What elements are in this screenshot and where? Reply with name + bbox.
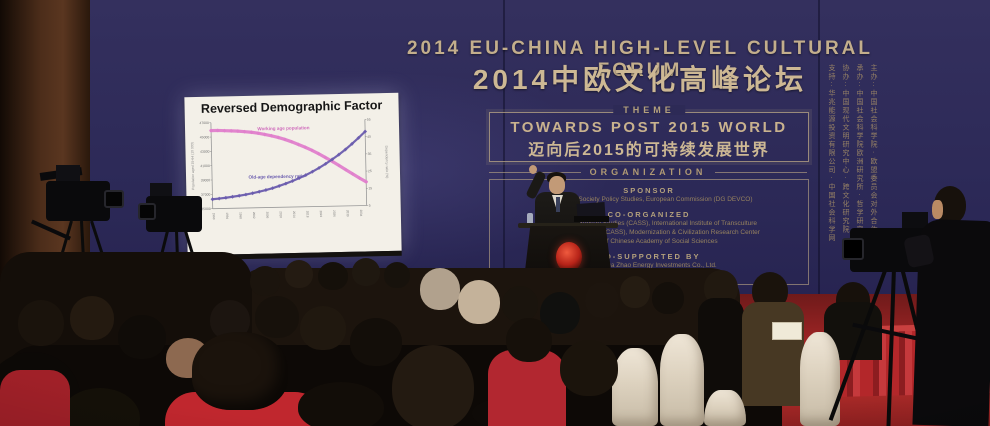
svg-text:1998: 1998 <box>239 212 243 219</box>
svg-text:2034: 2034 <box>359 210 363 217</box>
svg-text:35000: 35000 <box>201 207 211 211</box>
svg-text:39000: 39000 <box>201 178 211 182</box>
podium-top <box>518 223 618 228</box>
svg-text:Working age population: Working age population <box>257 125 310 131</box>
water-bottle <box>527 213 533 228</box>
sponsor-line: Service for Society Policy Studies, Euro… <box>545 196 753 203</box>
svg-text:41000: 41000 <box>200 164 210 168</box>
co-organized-label: CO-ORGANIZED <box>607 210 691 220</box>
audience-head <box>300 306 346 350</box>
svg-text:2006: 2006 <box>265 212 269 219</box>
vertical-credit-line: 协办:中国现代文明研究中心·跨文化研究院 <box>842 64 849 234</box>
theme-label: THEME <box>613 105 685 115</box>
audience-head <box>350 318 402 366</box>
audience-head <box>384 262 410 288</box>
audience-head <box>585 282 619 318</box>
audience-head <box>118 315 166 359</box>
backdrop-seam <box>818 0 820 335</box>
svg-text:45000: 45000 <box>200 135 210 139</box>
audience-head <box>620 276 650 308</box>
svg-text:37000: 37000 <box>201 193 211 197</box>
audience-head-foreground <box>298 382 384 426</box>
svg-text:Dependency ratio (%): Dependency ratio (%) <box>384 146 389 179</box>
co-supported-label: CO-SUPPORTED BY <box>597 252 701 262</box>
audience-head <box>352 258 380 286</box>
svg-text:5: 5 <box>369 204 371 208</box>
svg-text:45: 45 <box>367 135 371 139</box>
speaker-tie <box>556 197 560 212</box>
speaker-hand <box>529 165 537 174</box>
svg-text:Reversed Demographic Factor: Reversed Demographic Factor <box>201 98 383 116</box>
red-sweater-audience-body <box>488 350 566 426</box>
audience-head <box>285 260 313 288</box>
audience-body <box>698 298 744 398</box>
theme-panel: THEME TOWARDS POST 2015 WORLD 迈向后2015的可持… <box>489 105 809 162</box>
svg-text:1994: 1994 <box>225 212 229 219</box>
audience-head <box>652 282 684 314</box>
theme-line-en: TOWARDS POST 2015 WORLD <box>510 119 788 136</box>
projection-screen: Reversed Demographic Factor 35000 37000 390… <box>184 92 402 261</box>
chair-cover <box>612 348 658 426</box>
svg-text:2002: 2002 <box>252 212 256 219</box>
laptop-base <box>574 216 609 222</box>
camera-lens-icon <box>104 190 124 208</box>
red-coat-audience-body <box>0 370 70 426</box>
svg-text:43000: 43000 <box>200 150 210 154</box>
co-supported-line: Beijing Hua Zhao Energy Investments Co.,… <box>581 262 717 270</box>
forum-title-en: 2014 EU-CHINA HIGH-LEVEL CULTURAL FORUM <box>406 38 873 81</box>
camera-viewfinder <box>56 165 80 181</box>
reserved-seat-sign <box>772 322 802 340</box>
camera-viewfinder <box>150 183 172 196</box>
demographic-chart: Reversed Demographic Factor 35000 37000 390… <box>190 98 389 220</box>
audience-head <box>250 266 280 296</box>
svg-text:2022: 2022 <box>319 210 323 217</box>
forum-title-cn: 2014中欧文化高峰论坛 <box>472 64 808 95</box>
audience-head-gray-hair <box>420 268 460 310</box>
vertical-credit-line: 主办:中国社会科学院·欧盟委员会对外合作总司 <box>870 64 877 251</box>
svg-text:1990: 1990 <box>212 213 216 220</box>
speaker-face <box>549 176 565 194</box>
camera-lens-icon <box>842 238 864 260</box>
svg-text:47000: 47000 <box>199 121 209 125</box>
svg-text:35: 35 <box>368 152 372 156</box>
theme-line-cn: 迈向后2015的可持续发展世界 <box>528 142 770 159</box>
podium-logo <box>556 242 582 272</box>
video-camera-icon <box>46 181 110 221</box>
svg-text:55: 55 <box>367 118 371 122</box>
audience-head <box>70 296 114 340</box>
vertical-credit-line: 支持:华兆能源投资有限公司·中国社会科学网 <box>828 64 835 243</box>
co-organized-line: Bureau of Chinese Academy of Social Scie… <box>580 238 718 246</box>
audience-head <box>18 300 64 346</box>
audience-head <box>506 318 552 362</box>
backdrop-seam <box>503 0 505 335</box>
svg-text:Old-age dependency ratio: Old-age dependency ratio <box>248 174 305 180</box>
red-jacket-audience-head <box>192 332 288 410</box>
svg-text:2010: 2010 <box>279 211 283 218</box>
svg-text:2018: 2018 <box>306 211 310 218</box>
camera-lens-icon <box>138 203 156 220</box>
audience-head-gray-hair <box>458 280 500 324</box>
co-organized-line: Institute of European Studies (CASS), In… <box>540 220 758 228</box>
sponsor-label: SPONSOR <box>623 186 675 195</box>
svg-text:15: 15 <box>368 186 372 190</box>
vertical-credit-line: 承办:中国社会科学院欧洲研究所·哲学研究所 <box>856 64 863 243</box>
audience-head <box>502 286 538 322</box>
vertical-credits-text: 主办:中国社会科学院·欧盟委员会对外合作总司 承办:中国社会科学院欧洲研究所·哲… <box>824 64 880 269</box>
camera-viewfinder <box>902 212 928 228</box>
co-organized-line: Institute of Philosophy (CASS), Moderniz… <box>538 229 760 237</box>
chair-cover <box>704 390 746 426</box>
cameraman-face <box>932 200 943 219</box>
svg-text:25: 25 <box>368 169 372 173</box>
audience-head <box>318 262 348 290</box>
audience-head-foreground <box>392 345 474 426</box>
audience-head <box>255 296 299 338</box>
svg-text:Population aged 15-64 (10 000): Population aged 15-64 (10 000) <box>190 142 195 190</box>
chair-cover <box>660 334 704 426</box>
audience-head <box>560 340 618 396</box>
svg-text:2014: 2014 <box>292 211 296 218</box>
svg-text:2026: 2026 <box>332 210 336 217</box>
svg-text:2030: 2030 <box>346 210 350 217</box>
audience-body-puffy-jacket <box>742 302 804 406</box>
